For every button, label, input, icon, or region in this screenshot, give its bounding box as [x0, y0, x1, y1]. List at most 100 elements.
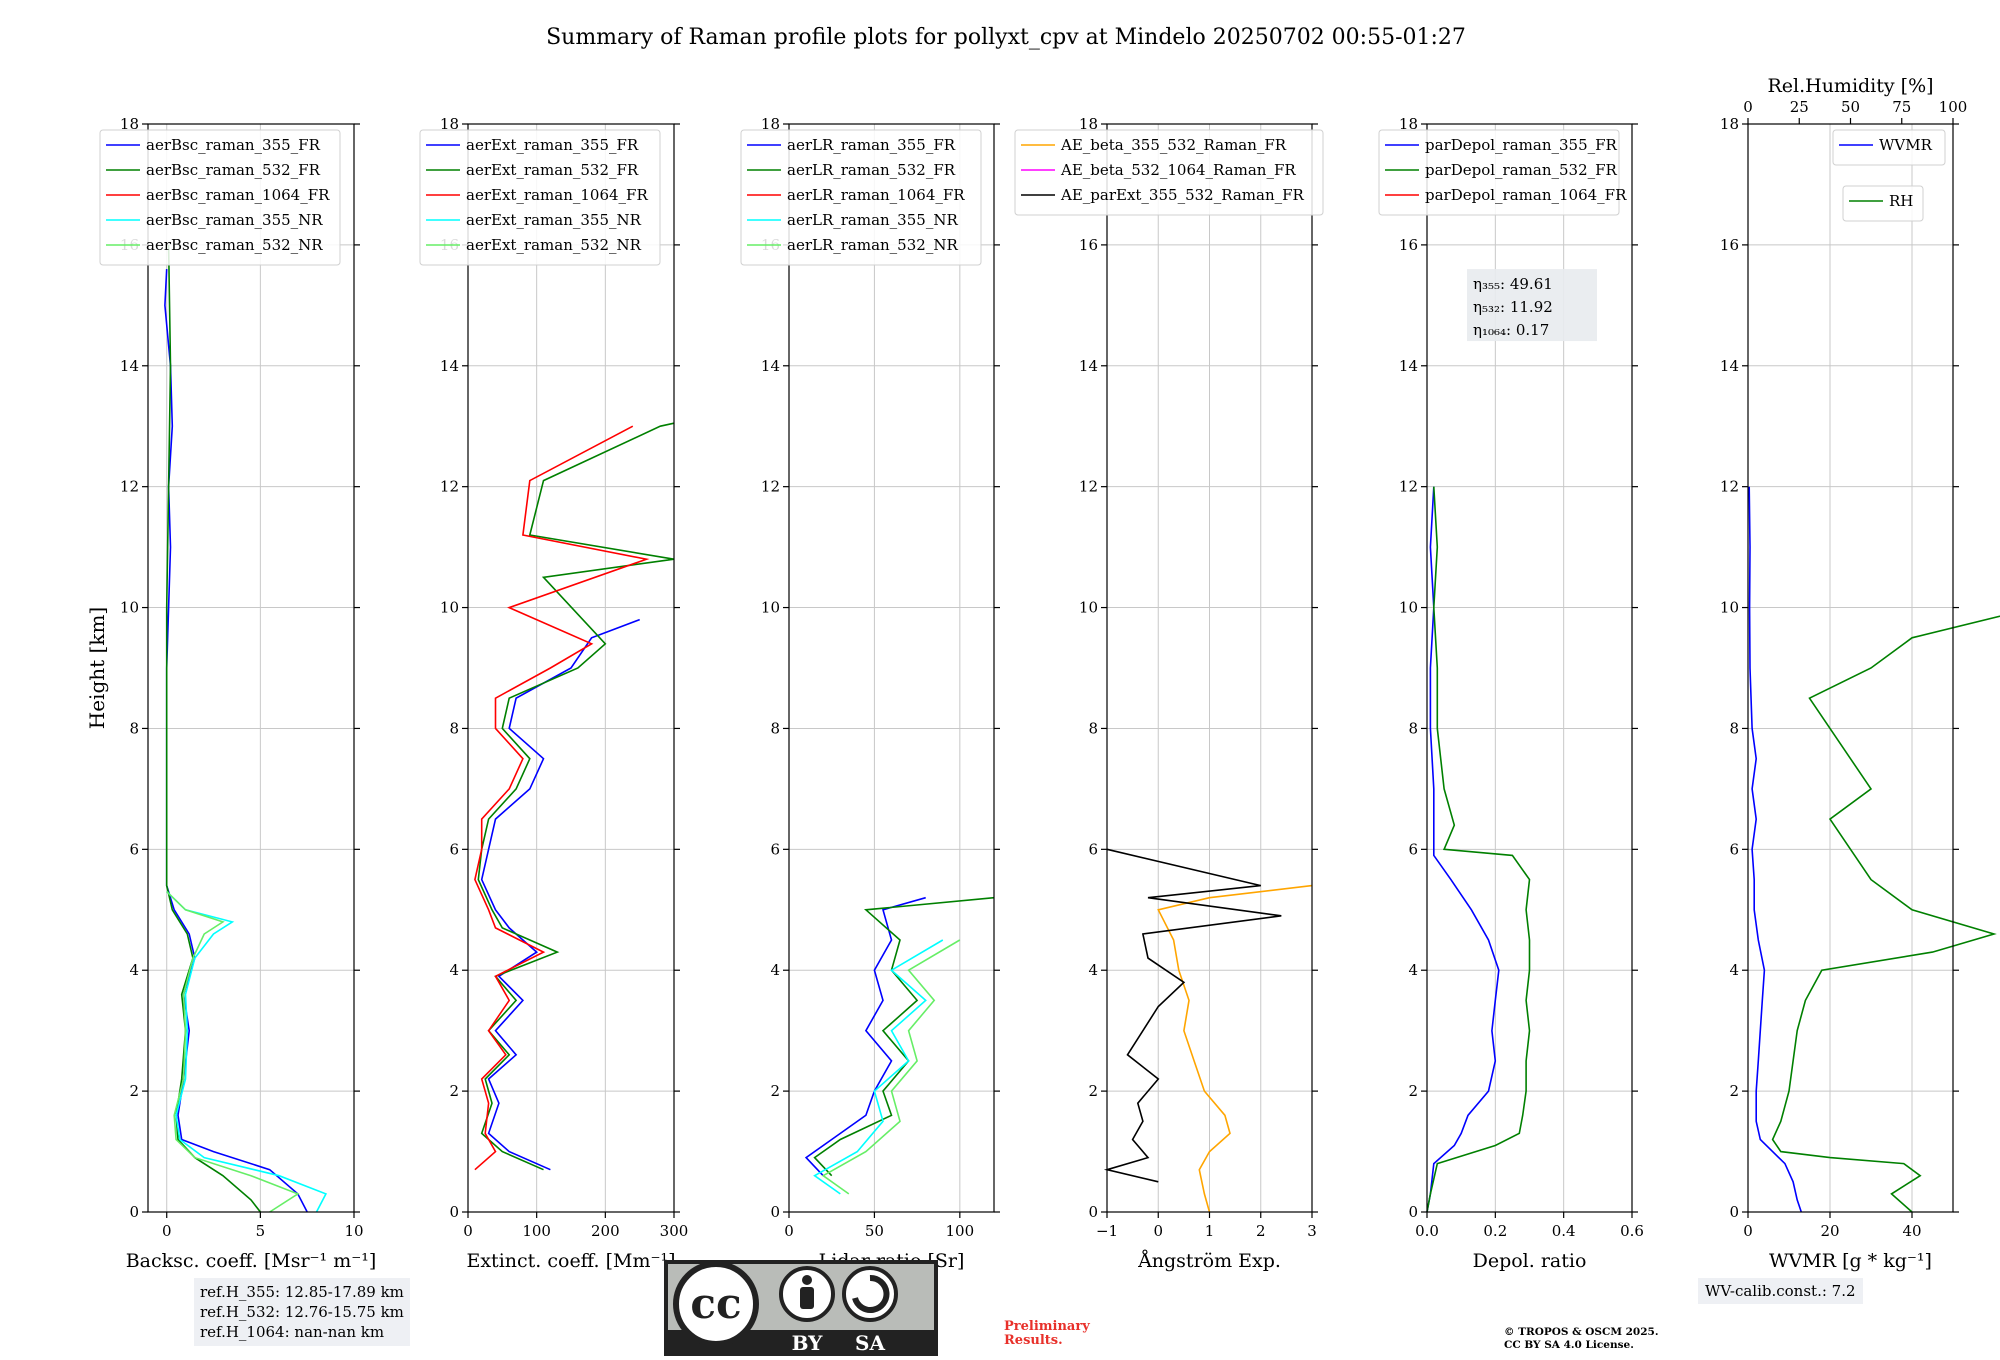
legend-box [419, 129, 661, 266]
x-tick-label: 50 [865, 1222, 884, 1240]
series-line-parDepol_raman_532_FR [1426, 486, 1531, 1213]
legend-entry: aerExt_raman_1064_FR [466, 186, 648, 204]
y-tick-label: 18 [1720, 115, 1739, 133]
top-x-tick-label: 0 [1743, 98, 1753, 116]
y-tick-label: 18 [761, 115, 780, 133]
series-line-parDepol_raman_355_FR [1426, 486, 1500, 1213]
y-tick-label: 0 [770, 1203, 780, 1221]
legend-box [1014, 129, 1324, 216]
x-tick-label: 200 [591, 1222, 620, 1240]
series-line-RH [1771, 615, 2000, 1213]
series-line-AE_parExt_355_532_Raman_FR [1103, 848, 1282, 1183]
legend-lr: aerLR_raman_355_FR aerLR_raman_532_FR aerL… [740, 129, 982, 266]
panel-depol: 0 2 4 6 8 10 12 14 16 18 0.0 0.2 0.4 0.6 Depol. ratio p… [1378, 115, 1644, 1272]
eta-label: η₅₃₂: 11.92 [1473, 298, 1553, 316]
x-tick-label: 0.2 [1483, 1222, 1507, 1240]
y-tick-label: 16 [1720, 236, 1739, 254]
legend-box [99, 129, 341, 266]
legend-ext: aerExt_raman_355_FR aerExt_raman_532_FRae… [419, 129, 661, 266]
legend-entry: aerExt_raman_355_NR [466, 211, 642, 229]
x-tick-label: 0 [1153, 1222, 1163, 1240]
wv-calibration-box: WV-calib.const.: 7.2 [1698, 1278, 1863, 1304]
y-tick-label: 8 [1088, 719, 1098, 737]
y-tick-label: 10 [1399, 599, 1418, 617]
legend-entry: aerLR_raman_532_NR [787, 236, 958, 254]
plot-frame [467, 123, 675, 1213]
series-line-aerBsc_raman_355_NR [166, 891, 328, 1213]
y-tick-label: 6 [1729, 840, 1739, 858]
y-tick-label: 8 [449, 719, 459, 737]
legend-entry: AE_beta_532_1064_Raman_FR [1060, 161, 1296, 179]
panel-lr: 024681012141618050100Lidar ratio [Sr]aer… [740, 115, 1000, 1272]
series-line-aerLR_raman_355_FR [804, 896, 926, 1177]
x-tick-label: 300 [660, 1222, 689, 1240]
y-tick-label: 4 [770, 961, 780, 979]
series-line-aerBsc_raman_532_NR [166, 891, 300, 1213]
x-tick-label: 0.6 [1620, 1222, 1644, 1240]
ref-height-1064: ref.H_1064: nan-nan km [200, 1323, 385, 1341]
y-tick-label: 12 [120, 478, 139, 496]
series-line-aerLR_raman_355_NR [813, 939, 944, 1195]
y-tick-label: 14 [440, 357, 459, 375]
legend-entry: aerBsc_raman_1064_FR [146, 186, 330, 204]
legend-entry: parDepol_raman_1064_FR [1425, 186, 1627, 204]
legend-bsc: aerBsc_raman_355_FR aerBsc_raman_532_FRae… [99, 129, 341, 266]
series-line-aerExt_raman_1064_FR [474, 425, 650, 1171]
y-tick-label: 10 [1720, 599, 1739, 617]
plot-frame [788, 123, 995, 1213]
cc-sa-label: SA [855, 1331, 885, 1355]
y-tick-label: 18 [120, 115, 139, 133]
y-tick-label: 12 [761, 478, 780, 496]
y-tick-label: 14 [761, 357, 780, 375]
legend-box [1842, 185, 1924, 222]
y-tick-label: 6 [129, 840, 139, 858]
y-tick-label: 18 [1079, 115, 1098, 133]
legend-entry: aerExt_raman_532_FR [466, 161, 639, 179]
y-tick-label: 16 [1079, 236, 1098, 254]
y-tick-label: 14 [1720, 357, 1739, 375]
x-axis-label: WVMR [g * kg⁻¹] [1769, 1250, 1932, 1272]
top-x-tick-label: 100 [1939, 98, 1968, 116]
plot-frame [147, 123, 355, 1213]
y-axis-label: Height [km] [85, 607, 109, 729]
legend-entry: aerBsc_raman_532_FR [146, 161, 321, 179]
eta-label: η₁₀₆₄: 0.17 [1473, 321, 1549, 339]
eta-box [1467, 269, 1597, 342]
legend-entry: aerExt_raman_532_NR [466, 236, 642, 254]
y-tick-label: 10 [761, 599, 780, 617]
legend-entry: aerBsc_raman_532_NR [146, 236, 323, 254]
x-tick-label: 0 [162, 1222, 172, 1240]
legend-box [740, 129, 982, 266]
series-line-aerExt_raman_355_FR [480, 618, 640, 1171]
y-tick-label: 12 [1399, 478, 1418, 496]
preliminary-line-2: Results. [1004, 1333, 1063, 1348]
legend-entry: AE_parExt_355_532_Raman_FR [1060, 186, 1305, 204]
preliminary-note: Preliminary Results. [1004, 1320, 1090, 1348]
legend-wvmr: WVMR [1832, 129, 1946, 166]
legend-entry: aerLR_raman_1064_FR [787, 186, 965, 204]
y-tick-label: 0 [129, 1203, 139, 1221]
figure-title: Summary of Raman profile plots for polly… [546, 25, 1466, 50]
copyright-line-1: © TROPOS & OSCM 2025. [1504, 1326, 1659, 1338]
cc-by-label: BY [792, 1331, 824, 1355]
y-tick-label: 0 [1088, 1203, 1098, 1221]
y-tick-label: 14 [120, 357, 139, 375]
y-tick-label: 14 [1399, 357, 1418, 375]
copyright-note: © TROPOS & OSCM 2025. CC BY SA 4.0 Licen… [1504, 1326, 1659, 1352]
y-tick-label: 2 [1729, 1082, 1739, 1100]
ref-height-355: ref.H_355: 12.85-17.89 km [200, 1283, 404, 1301]
top-x-tick-label: 25 [1790, 98, 1809, 116]
x-tick-label: 2 [1256, 1222, 1266, 1240]
x-axis-label: Depol. ratio [1473, 1250, 1587, 1272]
y-tick-label: 0 [449, 1203, 459, 1221]
plot-frame [1426, 123, 1633, 1213]
y-tick-label: 8 [129, 719, 139, 737]
x-tick-label: 20 [1820, 1222, 1839, 1240]
y-tick-label: 4 [1088, 961, 1098, 979]
preliminary-line-1: Preliminary [1004, 1319, 1090, 1334]
y-tick-label: 2 [770, 1082, 780, 1100]
x-tick-label: −1 [1096, 1222, 1118, 1240]
y-tick-label: 4 [449, 961, 459, 979]
y-tick-label: 6 [1408, 840, 1418, 858]
